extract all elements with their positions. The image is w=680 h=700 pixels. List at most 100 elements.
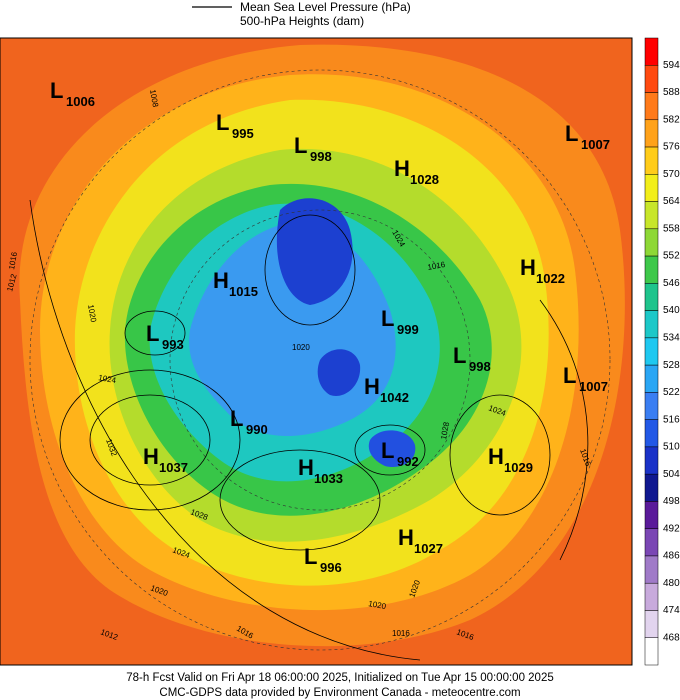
- center-value: 1015: [229, 284, 258, 299]
- center-value: 993: [162, 337, 184, 352]
- colorbar-box: [644, 528, 659, 557]
- isobar: [264, 214, 356, 326]
- center-letter: H: [394, 156, 410, 181]
- center-value: 1007: [581, 137, 610, 152]
- isobar-label: 1016: [427, 260, 447, 272]
- colorbar-label: 498: [663, 496, 680, 507]
- colorbar-box: [644, 146, 659, 175]
- colorbar-box: [644, 582, 659, 611]
- isobar-label: 1016: [7, 251, 19, 271]
- isobar: [539, 299, 589, 561]
- colorbar-label: 540: [663, 305, 680, 316]
- map-frame: [0, 37, 633, 666]
- center-letter: L: [216, 110, 229, 135]
- colorbar-label: 582: [663, 114, 680, 125]
- center-letter: L: [50, 78, 63, 103]
- isobar: [354, 424, 426, 476]
- center-letter: H: [364, 374, 380, 399]
- colorbar-box: [644, 37, 659, 66]
- center-value: 998: [469, 359, 491, 374]
- colorbar-box: [644, 637, 659, 666]
- colorbar-label: 576: [663, 142, 680, 153]
- center-letter: H: [298, 455, 314, 480]
- isobar-label: 1008: [148, 89, 160, 109]
- isobar-label: 1024: [98, 373, 118, 385]
- colorbar-label: 594: [663, 60, 680, 71]
- center-letter: L: [453, 343, 466, 368]
- legend-line-label: Mean Sea Level Pressure (hPa): [240, 0, 411, 14]
- center-value: 992: [397, 454, 419, 469]
- colorbar-label: 564: [663, 196, 680, 207]
- colorbar-label: 522: [663, 387, 680, 398]
- isobar: [124, 310, 186, 356]
- center-value: 990: [246, 422, 268, 437]
- center-value: 999: [397, 322, 419, 337]
- center-letter: L: [563, 363, 576, 388]
- isobar: [219, 449, 381, 551]
- colorbar-label: 480: [663, 578, 680, 589]
- center-letter: H: [143, 444, 159, 469]
- colorbar-box: [644, 610, 659, 638]
- colorbar-box: [644, 501, 659, 529]
- colorbar-box: [644, 255, 659, 284]
- colorbar: 594 588 582 576 570 564 558 552 546 540 534 528 522 5…: [644, 37, 680, 666]
- colorbar-box: [644, 446, 659, 475]
- legend-fill-label: 500-hPa Heights (dam): [240, 14, 364, 28]
- isobar: [89, 394, 211, 486]
- colorbar-box: [644, 92, 659, 121]
- center-letter: H: [398, 525, 414, 550]
- colorbar-box: [644, 392, 659, 420]
- center-value: 995: [232, 126, 254, 141]
- isobar: [29, 199, 421, 661]
- colorbar-label: 546: [663, 278, 680, 289]
- colorbar-label: 492: [663, 523, 680, 534]
- colorbar-box: [644, 310, 659, 339]
- center-letter: L: [381, 306, 394, 331]
- colorbar-box: [644, 419, 659, 448]
- center-value: 1037: [159, 460, 188, 475]
- center-value: 1029: [504, 460, 533, 475]
- colorbar-box: [644, 65, 659, 93]
- colorbar-box: [644, 337, 659, 366]
- center-letter: H: [520, 255, 536, 280]
- colorbar-label: 468: [663, 632, 680, 643]
- footer-line: CMC-GDPS data provided by Environment Ca…: [159, 687, 520, 699]
- colorbar-box: [644, 283, 659, 311]
- colorbar-label: 474: [663, 605, 680, 616]
- colorbar-box: [644, 201, 659, 230]
- center-value: 1007: [579, 379, 608, 394]
- colorbar-label: 588: [663, 87, 680, 98]
- isobar-label: 1020: [292, 343, 310, 352]
- center-letter: L: [565, 121, 578, 146]
- colorbar-label: 516: [663, 414, 680, 425]
- isobar-label: 1028: [439, 421, 451, 441]
- center-letter: L: [230, 406, 243, 431]
- center-value: 1022: [536, 271, 565, 286]
- colorbar-label: 510: [663, 442, 680, 453]
- center-letter: H: [488, 444, 504, 469]
- center-letter: L: [381, 438, 394, 463]
- colorbar-label: 528: [663, 360, 680, 371]
- center-value: 998: [310, 149, 332, 164]
- isobar: [59, 369, 241, 511]
- latitude-circle: [29, 69, 611, 651]
- colorbar-label: 570: [663, 169, 680, 180]
- colorbar-box: [644, 555, 659, 584]
- center-value: 1027: [414, 541, 443, 556]
- center-letter: H: [213, 268, 229, 293]
- center-letter: L: [146, 321, 159, 346]
- isobar: [449, 394, 551, 516]
- colorbar-label: 558: [663, 223, 680, 234]
- footer-line: 78-h Fcst Valid on Fri Apr 18 06:00:00 2…: [126, 672, 554, 684]
- center-value: 1006: [66, 94, 95, 109]
- center-value: 1042: [380, 390, 409, 405]
- colorbar-label: 534: [663, 333, 680, 344]
- center-letter: L: [304, 544, 317, 569]
- isobar-label: 1020: [86, 304, 98, 324]
- height-band: [276, 198, 353, 305]
- center-letter: L: [294, 133, 307, 158]
- colorbar-box: [644, 228, 659, 257]
